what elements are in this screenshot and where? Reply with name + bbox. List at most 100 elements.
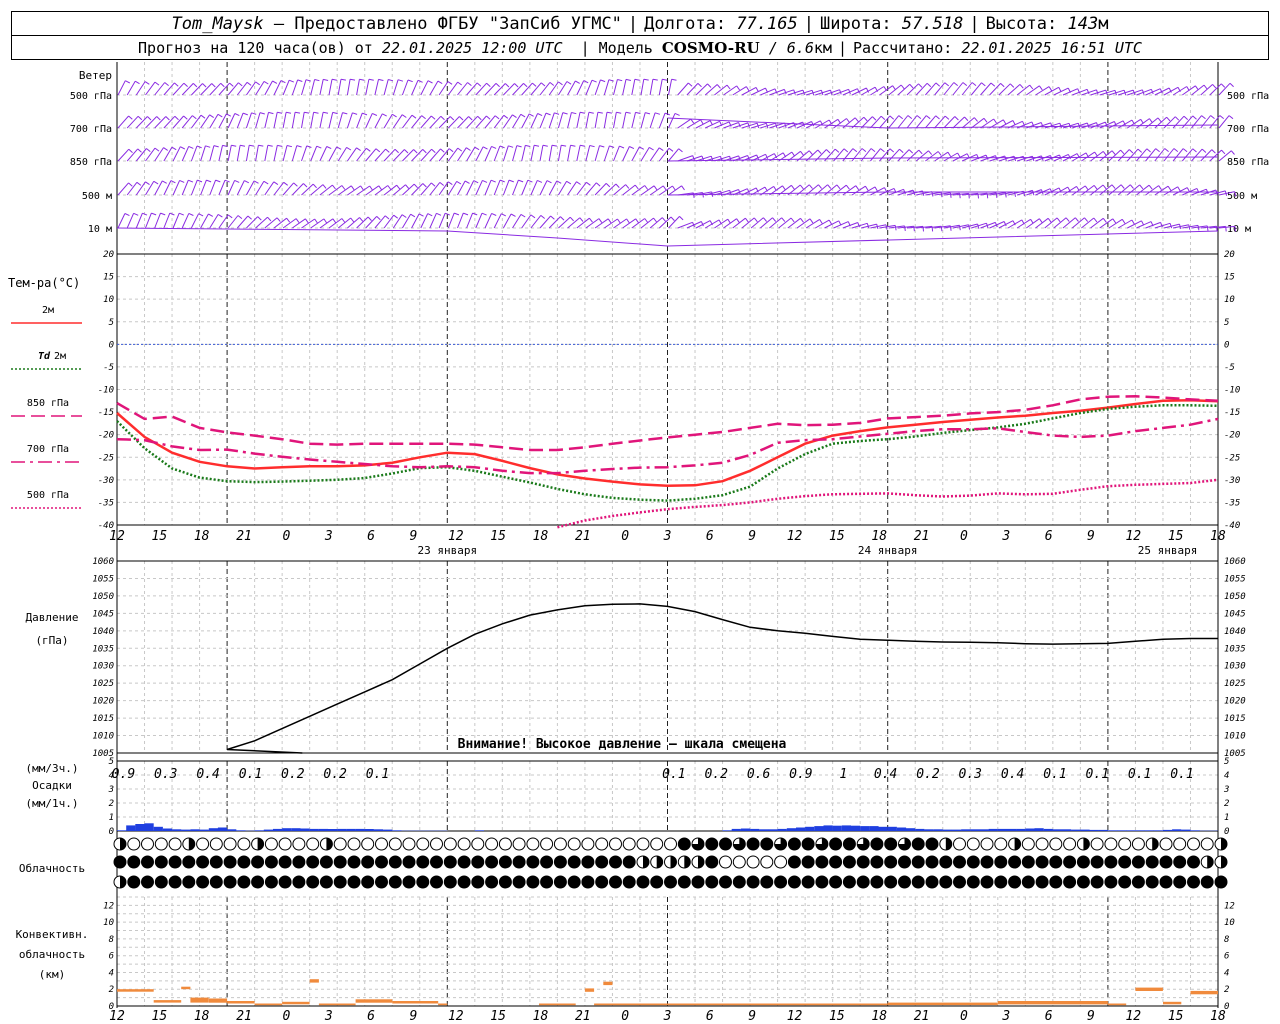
precip-bar	[933, 829, 943, 831]
wind-barb	[677, 155, 695, 162]
wind-barb	[255, 112, 265, 129]
precip-bar	[924, 829, 934, 831]
wind-barb	[236, 215, 252, 229]
cloud-symbol	[939, 855, 953, 869]
cloud-symbol	[829, 855, 843, 869]
cloud-symbol	[182, 855, 196, 869]
hour-label: 18	[1210, 529, 1226, 544]
cloud-symbol	[842, 855, 856, 869]
precip-bar	[208, 828, 218, 831]
wind-barb	[741, 217, 758, 229]
precip-tick-label-left: 0	[109, 827, 114, 837]
pressure-tick-label-right: 1010	[1224, 732, 1246, 742]
cloud-symbol	[388, 875, 402, 889]
precip-bar	[777, 828, 787, 831]
wind-barb	[1145, 185, 1162, 196]
wind-barb	[484, 212, 497, 229]
conv-tick-label-right: 6	[1224, 952, 1229, 962]
wind-barb	[227, 179, 240, 196]
conv-bar	[1135, 987, 1163, 991]
pressure-tick-label-right: 1060	[1224, 557, 1246, 567]
hour-label: 12	[1125, 529, 1141, 544]
wind-barb	[245, 144, 255, 162]
cloud-symbol	[609, 837, 622, 851]
wind-barb	[860, 186, 878, 196]
wind-barb	[585, 182, 601, 196]
pressure-tick-label-right: 1015	[1224, 714, 1246, 724]
wind-barb	[1172, 187, 1191, 196]
model-resolution: / 6.6	[768, 38, 814, 57]
wind-barb	[796, 218, 814, 229]
wind-barb	[447, 147, 463, 162]
wind-barb	[337, 112, 348, 129]
wind-shaft-line	[116, 227, 1219, 247]
cloud-symbols	[113, 837, 1228, 889]
temp-tick-label-left: -5	[103, 363, 114, 373]
wind-barb	[906, 83, 923, 96]
wind-barb	[1218, 82, 1234, 96]
cloud-symbol-fill	[1152, 838, 1159, 850]
cloud-symbol	[375, 837, 388, 851]
wind-barb	[117, 182, 133, 196]
wind-barb	[484, 179, 496, 196]
wind-barb	[879, 148, 895, 162]
wind-barb	[952, 224, 971, 230]
wind-barb	[1218, 115, 1234, 129]
cloud-symbol	[471, 837, 485, 851]
cloud-symbol	[154, 837, 168, 851]
cloud-symbol	[168, 875, 182, 889]
wind-barb	[1035, 86, 1053, 96]
wind-barb	[943, 82, 959, 96]
wind-barb	[282, 111, 292, 129]
wind-barb	[282, 182, 298, 196]
wind-barb	[640, 112, 651, 129]
cloud-symbol	[196, 855, 210, 869]
precip-tick-label-right: 1	[1224, 813, 1229, 823]
wind-barb	[934, 192, 952, 198]
wind-barb	[888, 115, 904, 129]
wind-barb	[649, 217, 666, 229]
wind-barb	[429, 148, 445, 162]
cloud-symbol-fill	[326, 838, 333, 850]
wind-barb	[603, 111, 612, 129]
cloud-symbol-fill	[1014, 838, 1021, 850]
wind-barb	[319, 78, 329, 96]
cloud-symbol	[966, 837, 980, 851]
pressure-tick-label-right: 1055	[1224, 574, 1246, 584]
wind-barb	[851, 87, 870, 96]
hour-label: 3	[1001, 529, 1010, 544]
precip-bar	[759, 829, 769, 831]
cloud-symbol	[622, 875, 636, 889]
cloud-symbol	[168, 855, 182, 869]
wind-barb	[383, 113, 397, 129]
cloud-symbol	[443, 855, 457, 869]
precip-bar	[309, 828, 319, 831]
wind-barb	[264, 217, 281, 229]
precip-tick-label-right: 5	[1224, 757, 1229, 767]
wind-barb	[870, 86, 888, 96]
cloud-symbol	[347, 837, 361, 851]
hour-label-bottom: 9	[1087, 1009, 1095, 1024]
wind-barb	[649, 112, 661, 129]
header-row-station: Tom_Maysk – Предоставлено ФГБУ "ЗапСиб У…	[11, 11, 1269, 36]
precip-label: 0.2	[281, 767, 305, 782]
hour-label: 0	[621, 529, 629, 544]
precip-tick-label-left: 5	[109, 757, 114, 767]
wind-barb	[567, 80, 580, 96]
wind-barb	[585, 79, 597, 96]
wind-barb	[1209, 83, 1226, 96]
wind-barb	[512, 179, 524, 196]
wind-barb	[401, 213, 416, 229]
wind-barb	[163, 212, 175, 229]
wind-barb	[943, 116, 959, 129]
cloud-symbol	[911, 875, 925, 889]
hour-label-bottom: 0	[282, 1009, 290, 1024]
wind-barb	[310, 218, 328, 229]
wind-barb	[438, 181, 453, 196]
pressure-tick-label-left: 1025	[92, 679, 114, 689]
conv-tick-label-left: 10	[103, 918, 114, 928]
model-label: | Модель	[580, 38, 653, 57]
wind-barb	[613, 111, 622, 129]
wind-barb	[879, 224, 897, 231]
wind-barb	[291, 111, 301, 129]
